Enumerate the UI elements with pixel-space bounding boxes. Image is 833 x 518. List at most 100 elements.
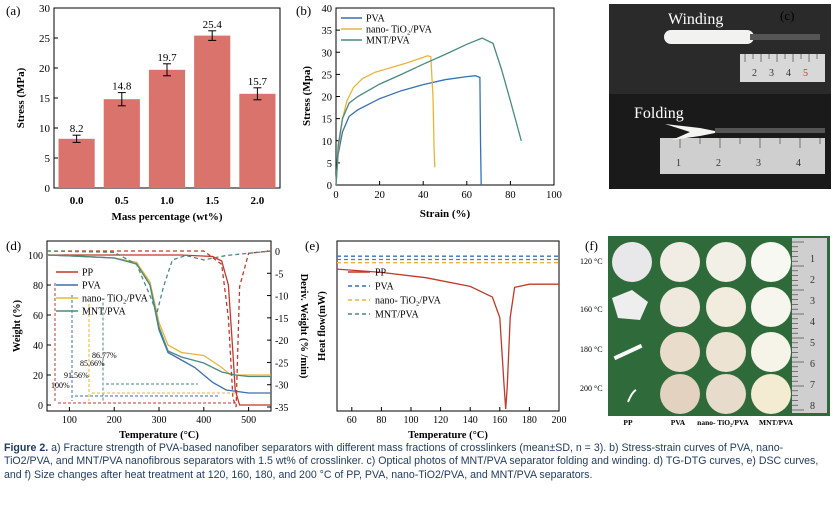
photo-f-sample-disc [751, 287, 791, 327]
ruler-bottom-number-1: 1 [676, 158, 681, 169]
panel-a-bar [103, 99, 140, 188]
panel-b-line [335, 55, 436, 186]
panel-d-ytick-label: 80 [33, 281, 43, 292]
panel-a-bar [239, 93, 276, 188]
panel-e-legend-label: nano- TiO₂/PVA [375, 296, 442, 307]
ruler-top-number-3: 3 [769, 68, 774, 79]
panel-d-y2tick-label: -30 [275, 381, 288, 392]
ruler-bottom [660, 138, 825, 174]
panel-b-ytick-label: 15 [322, 115, 333, 126]
ruler-top-ticks [744, 54, 818, 62]
panel-a-bar-chart: (a) 0 5 10 15 20 25 30 0.0 0.5 1.0 1.5 2.0 8.2 14.8 1… [6, 3, 281, 223]
panel-e-xtick-label: 100 [404, 415, 419, 426]
panel-e-axes: 60 80 100 120 140 160 180 200 [347, 407, 567, 426]
photo-f-row-label: 200 °C [580, 384, 603, 393]
panel-d-line [47, 254, 271, 406]
panel-e-xtick-label: 160 [492, 415, 507, 426]
photo-f-row-label: 120 °C [580, 257, 603, 266]
ruler-bottom-ticks [679, 138, 821, 148]
panel-a-ytick-label: 25 [39, 33, 51, 45]
panel-d-annotation-label: 85.66% [80, 359, 105, 368]
panel-c-label: (c) [780, 8, 794, 23]
panel-a-xtick-label: 1.5 [205, 195, 219, 207]
panel-d-annotation-label: 100% [51, 381, 70, 390]
photo-f-ruler [792, 238, 827, 413]
photo-f-ruler-number: 4 [810, 317, 815, 328]
photo-f-sample-shrunk [613, 343, 643, 361]
panel-e-legend-label: PP [375, 268, 387, 279]
photo-f-column-label: MNT/PVA [759, 418, 794, 427]
panel-a-bar [148, 69, 186, 188]
panel-a-value-label: 14.8 [112, 81, 132, 93]
panel-d-legend-label: nano- TiO₂/PVA [82, 294, 149, 305]
ruler-top-number-4: 4 [786, 68, 791, 79]
photo-c-label-folding: Folding [634, 105, 684, 122]
panel-a-value-label: 25.4 [203, 19, 223, 31]
panel-b-xtick-label: 80 [505, 190, 516, 201]
photo-f-sample-disc [751, 374, 791, 414]
panel-b-ytick-label: 35 [322, 26, 333, 37]
panel-d-y2tick-label: -10 [275, 292, 288, 303]
panel-e-xtick-label: 180 [522, 415, 537, 426]
photo-f-row-label: 180 °C [580, 345, 603, 354]
panel-d-annotation-label: 86.77% [92, 351, 117, 360]
panel-b-ytick-label: 5 [327, 159, 332, 170]
panel-b-line [335, 37, 522, 186]
wound-separator [664, 30, 754, 44]
panel-b-legend-label: MNT/PVA [366, 36, 410, 47]
panel-e-xtick-label: 140 [463, 415, 478, 426]
panel-d-lines [46, 250, 272, 408]
panel-c-photo: 2 3 4 5 Winding 1 2 3 4 Folding (c) [609, 4, 831, 189]
panel-d-xtick-label: 100 [62, 415, 77, 426]
photo-f-sample-disc [751, 332, 791, 372]
panel-d-legend-label: MNT/PVA [82, 307, 126, 318]
panel-d-y2tick-label: -25 [275, 358, 288, 369]
photo-f-row-labels: 120 °C 160 °C 180 °C 200 °C [580, 257, 603, 393]
photo-f-sample-disc [660, 332, 700, 372]
panel-d-line [46, 254, 271, 378]
panel-d-legend-label: PP [82, 268, 94, 279]
photo-f-sample-disc [612, 242, 652, 282]
panel-b-axes: 0 20 40 60 80 100 0 5 10 15 20 25 30 35 40 [322, 4, 562, 201]
panel-d-y2tick-label: -15 [275, 314, 288, 325]
ruler-top [740, 54, 825, 82]
photo-f-sample-grid [612, 242, 791, 414]
panel-d-ylabel: Weight (%) [12, 299, 23, 352]
ruler-top-number-2: 2 [752, 68, 757, 79]
caption-text: a) Fracture strength of PVA-based nanofi… [4, 442, 819, 481]
panel-b-legend-label: nano- TiO₂/PVA [366, 25, 433, 36]
panel-a-bars: 8.2 14.8 19.7 25.4 15.7 [58, 19, 276, 188]
panel-e-xtick-label: 200 [552, 415, 567, 426]
panel-f-photo: 1 2 3 4 5 6 7 8 120 °C 160 °C 180 °C 200 °C PP PVA n… [580, 236, 830, 427]
panel-a-xlabel: Mass percentage (wt%) [112, 211, 223, 223]
panel-b-label: (b) [296, 3, 311, 18]
panel-d-y2tick-label: -35 [275, 403, 288, 414]
panel-d-xtick-label: 400 [196, 415, 211, 426]
panel-a-ytick-label: 0 [45, 183, 51, 195]
panel-d-ytick-label: 0 [38, 401, 43, 412]
panel-d-xlabel: Temperature (°C) [119, 430, 199, 440]
photo-f-ruler-number: 7 [810, 380, 815, 391]
photo-f-sample-disc [660, 287, 700, 327]
panel-d-xtick-label: 300 [152, 415, 167, 426]
panel-d-ytick-label: 60 [33, 311, 43, 322]
panel-d-axes: 100 200 300 400 500 0 20 40 60 80 100 0 -5 -10 -15 -20 -… [28, 247, 288, 426]
panel-a-ytick-label: 15 [39, 93, 51, 105]
panel-d-label: (d) [6, 238, 21, 253]
panel-e-lines [336, 255, 559, 410]
photo-c-label-winding: Winding [668, 11, 723, 28]
panel-a-label: (a) [6, 3, 20, 18]
panel-e-line [336, 268, 559, 410]
panel-a-value-label: 15.7 [248, 76, 268, 88]
panel-b-line-chart: (b) 0 20 40 60 80 100 0 5 10 15 20 25 30 35 40 PVAnano… [296, 3, 562, 220]
panel-a-bar [194, 35, 231, 188]
panel-a-value-label: 19.7 [157, 52, 177, 64]
panel-d-tg-dtg-chart: (d) 100 200 300 400 500 0 20 40 60 80 100 0 -5 -10 -15… [6, 238, 309, 440]
panel-e-ylabel: Heat flow(mW) [317, 291, 328, 361]
photo-f-ruler-number: 3 [810, 296, 815, 307]
panel-a-ytick-label: 10 [39, 123, 51, 135]
panel-a-value-label: 8.2 [70, 123, 84, 135]
panel-a-xtick-label: 0.0 [70, 195, 84, 207]
panel-e-frame [336, 240, 560, 412]
